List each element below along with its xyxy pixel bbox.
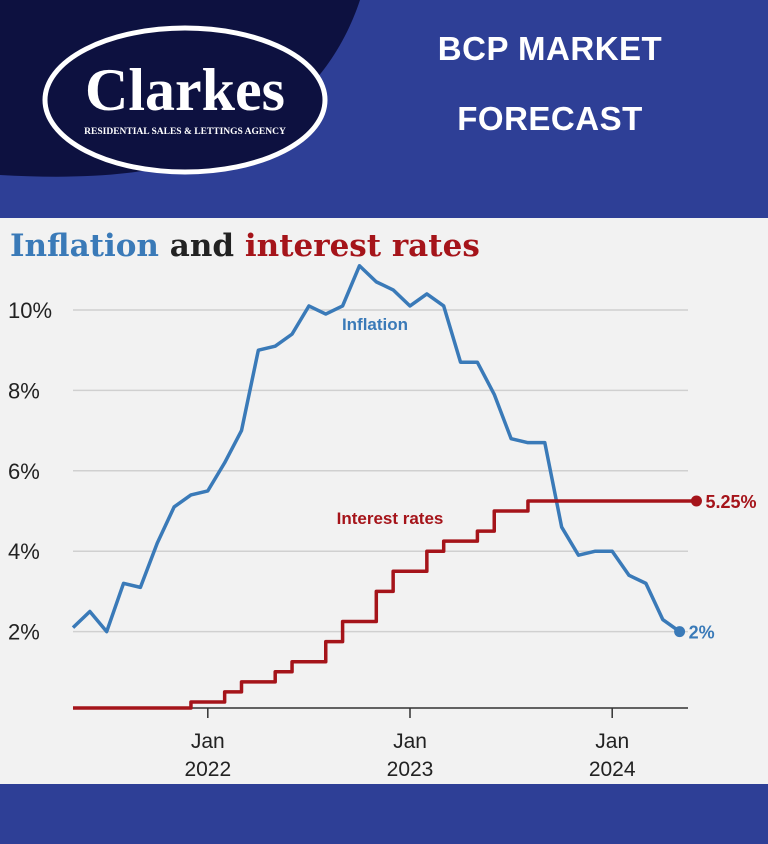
series-end-dot (674, 626, 686, 638)
y-tick-label: 8% (8, 378, 40, 403)
series-line-interest-rates (73, 499, 697, 710)
forecast-title-line2: FORECAST (457, 100, 643, 137)
footer-band (0, 784, 768, 844)
series-name-label: Interest rates (337, 509, 444, 528)
series-end-label: 5.25% (705, 492, 756, 512)
forecast-title-line1: BCP MARKET (437, 30, 663, 67)
series-end-label: 2% (689, 623, 715, 643)
brand-tagline: RESIDENTIAL SALES & LETTINGS AGENCY (84, 127, 286, 137)
brand-name: Clarkes (85, 57, 285, 123)
series-end-dot (690, 495, 702, 507)
header-banner: Clarkes RESIDENTIAL SALES & LETTINGS AGE… (0, 0, 768, 218)
x-tick-label-year: 2024 (589, 758, 636, 781)
x-tick-label-month: Jan (595, 730, 629, 753)
x-tick-label-year: 2023 (387, 758, 434, 781)
chart-title-and: and (158, 228, 245, 264)
chart-title: Inflation and interest rates (10, 228, 480, 264)
x-tick-label-year: 2022 (184, 758, 231, 781)
y-tick-label: 2% (8, 620, 40, 645)
y-tick-label: 4% (8, 539, 40, 564)
series-name-label: Inflation (342, 315, 408, 334)
chart-title-interest-rates: interest rates (244, 228, 480, 264)
line-chart: 2% 4% 6% 8% 10% Jan 2022 Jan 2023 Jan 2024 2% Inflat… (8, 264, 756, 781)
y-tick-label: 10% (8, 298, 52, 323)
x-tick-label-month: Jan (191, 730, 225, 753)
chart-title-inflation: Inflation (10, 228, 159, 264)
logo-oval-border (42, 25, 328, 175)
x-tick-label-month: Jan (393, 730, 427, 753)
y-tick-label: 6% (8, 459, 40, 484)
brand-logo: Clarkes RESIDENTIAL SALES & LETTINGS AGE… (0, 0, 360, 177)
